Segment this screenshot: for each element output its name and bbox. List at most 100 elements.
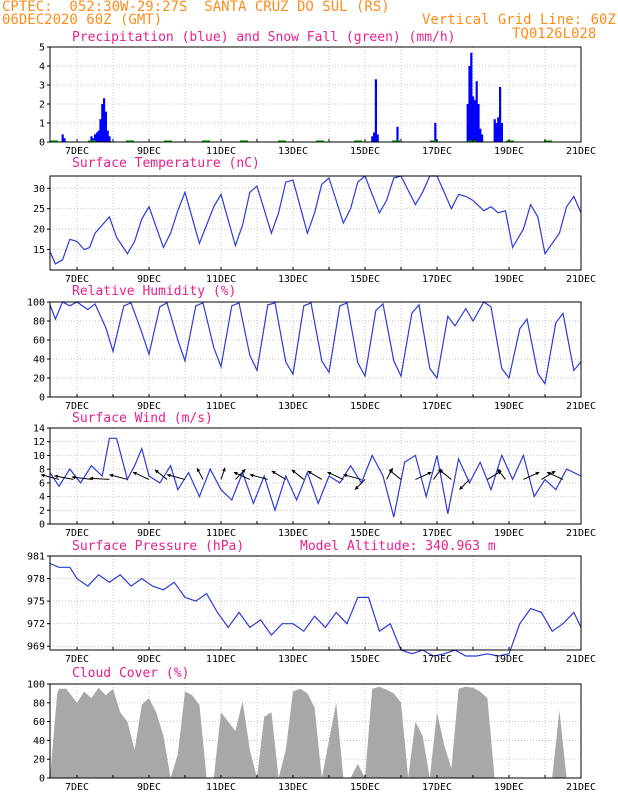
precip-bar — [101, 104, 104, 142]
pressure-ytick-label: 981 — [27, 552, 45, 563]
header-code: TQ0126L028 — [512, 26, 597, 42]
pressure-line — [49, 562, 582, 657]
wind-arrowhead — [459, 485, 464, 490]
rh-line — [49, 301, 582, 386]
precip-xtick-label: 21DEC — [566, 146, 596, 157]
precip-bar — [374, 79, 377, 142]
precip-ytick-label: 0 — [39, 138, 45, 149]
temp-xtick-label: 13DEC — [278, 274, 308, 285]
precip-bar — [63, 138, 66, 142]
wind-arrowhead — [497, 468, 501, 473]
precip-bar — [470, 52, 473, 143]
pressure-ytick-label: 969 — [27, 642, 45, 653]
wind-arrowhead — [551, 471, 556, 475]
wind-xtick-label: 11DEC — [206, 528, 236, 539]
cloud-xtick-label: 11DEC — [206, 782, 236, 793]
precip-xtick-label: 15DEC — [350, 146, 380, 157]
cloud-cover-area — [50, 686, 581, 778]
cloud-ytick-label: 40 — [33, 736, 45, 747]
precip-bar — [466, 104, 469, 142]
precip-ytick-label: 3 — [39, 81, 45, 92]
precip-ytick-label: 2 — [39, 100, 45, 111]
rh-xtick-label: 7DEC — [65, 401, 89, 412]
rh-xtick-label: 13DEC — [278, 401, 308, 412]
wind-title: Surface Wind (m/s) — [72, 411, 213, 426]
precip-bar — [500, 123, 503, 142]
wind-arrowhead — [89, 476, 94, 481]
temp-xtick-label: 17DEC — [422, 274, 452, 285]
wind-arrowhead — [355, 485, 359, 490]
rh-xtick-label: 17DEC — [422, 401, 452, 412]
precip-bar — [497, 117, 500, 142]
precip-bar — [481, 134, 484, 142]
pressure-xtick-label: 13DEC — [278, 654, 308, 665]
precip-xtick-label: 11DEC — [206, 146, 236, 157]
wind-ytick-label: 12 — [33, 437, 45, 448]
rh-xtick-label: 9DEC — [137, 401, 161, 412]
precip-bar — [493, 119, 496, 142]
cloud-ytick-label: 20 — [33, 755, 45, 766]
wind-ytick-label: 6 — [39, 478, 45, 489]
cloud-ytick-label: 100 — [27, 680, 45, 691]
wind-arrowhead — [133, 471, 137, 476]
wind-ytick-label: 4 — [39, 492, 45, 503]
wind-arrowhead — [222, 467, 226, 472]
precip-bar — [97, 130, 100, 142]
pressure-frame — [49, 555, 582, 651]
cloud-xtick-label: 17DEC — [422, 782, 452, 793]
precip-xtick-label: 7DEC — [65, 146, 89, 157]
header-location: CPTEC: 052:30W-29:27S SANTA CRUZ DO SUL … — [2, 0, 390, 15]
cloud-frame — [49, 683, 582, 779]
temp-xtick-label: 15DEC — [350, 274, 380, 285]
pressure-title: Surface Pressure (hPa) — [72, 539, 245, 554]
precip-bar — [495, 123, 498, 142]
precip-bar — [434, 123, 437, 142]
temp-xtick-label: 21DEC — [566, 274, 596, 285]
wind-ytick-label: 8 — [39, 465, 45, 476]
precip-bar — [99, 119, 102, 142]
precip-xtick-label: 13DEC — [278, 146, 308, 157]
temp-frame — [49, 175, 582, 271]
temp-xtick-label: 19DEC — [494, 274, 524, 285]
temp-xtick-label: 9DEC — [137, 274, 161, 285]
wind-arrowhead — [41, 473, 45, 478]
wind-arrowhead — [327, 471, 332, 476]
cloud-ytick-label: 80 — [33, 698, 45, 709]
rh-ytick-label: 80 — [33, 317, 45, 328]
wind-arrowhead — [439, 469, 444, 474]
cloud-ytick-label: 60 — [33, 717, 45, 728]
precip-ytick-label: 1 — [39, 119, 45, 130]
precip-xtick-label: 9DEC — [137, 146, 161, 157]
rh-xtick-label: 21DEC — [566, 401, 596, 412]
cloud-xtick-label: 19DEC — [494, 782, 524, 793]
wind-arrowhead — [271, 471, 276, 475]
wind-arrowhead — [389, 469, 393, 474]
wind-arrowhead — [307, 471, 312, 475]
rh-title: Relative Humidity (%) — [72, 284, 237, 299]
precip-bar — [95, 132, 98, 142]
cloud-title: Cloud Cover (%) — [72, 666, 190, 681]
wind-arrowhead — [71, 475, 76, 480]
precip-bar — [106, 130, 109, 142]
pressure-xtick-label: 15DEC — [350, 654, 380, 665]
pressure-xtick-label: 19DEC — [494, 654, 524, 665]
rh-ytick-label: 0 — [39, 393, 45, 404]
precip-bar — [396, 126, 399, 142]
wind-arrowhead — [249, 473, 254, 478]
header-grid-note: Vertical Grid Line: 60Z — [422, 12, 616, 28]
precip-bar — [371, 136, 374, 142]
pressure-ytick-label: 975 — [27, 597, 45, 608]
temp-ytick-label: 15 — [33, 245, 45, 256]
wind-arrowhead — [54, 474, 59, 479]
temp-ytick-label: 30 — [33, 184, 45, 195]
precip-ytick-label: 4 — [39, 62, 45, 73]
temp-xtick-label: 11DEC — [206, 274, 236, 285]
precip-frame — [49, 46, 582, 143]
pressure-ytick-label: 978 — [27, 574, 45, 585]
precip-bar — [468, 66, 471, 142]
precip-bar — [92, 138, 95, 142]
temp-xtick-label: 7DEC — [65, 274, 89, 285]
wind-xtick-label: 19DEC — [494, 528, 524, 539]
temp-ytick-label: 20 — [33, 225, 45, 236]
